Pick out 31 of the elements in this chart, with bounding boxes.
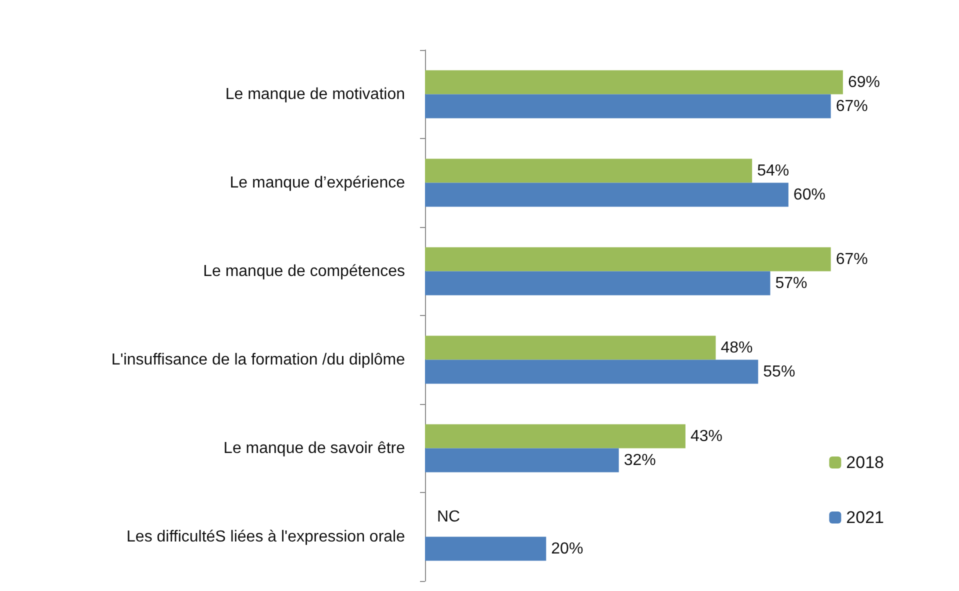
bar: [425, 70, 843, 94]
bar: [425, 448, 619, 472]
data-label: 55%: [763, 363, 796, 380]
legend-label: 2018: [846, 453, 884, 472]
data-label: 57%: [775, 274, 808, 292]
bar: [425, 271, 770, 296]
data-label: 54%: [757, 162, 790, 180]
data-label: 67%: [836, 98, 868, 115]
legend-label: 2021: [846, 508, 884, 527]
bar: [425, 536, 546, 561]
data-label: 32%: [624, 452, 656, 469]
text: NC: [437, 508, 460, 526]
data-label: 60%: [793, 186, 826, 204]
y-tick-label: Le manque de compétences: [203, 262, 405, 280]
bar: [425, 247, 831, 272]
bar: [425, 336, 716, 360]
data-label: 69%: [848, 74, 880, 91]
data-label: 43%: [690, 428, 722, 445]
y-tick-label: Les difficultéS liées à l'expression orale: [126, 528, 406, 546]
data-label: 67%: [836, 250, 868, 268]
bar: [425, 94, 831, 118]
bar: [425, 182, 788, 207]
y-tick-label: Le manque de motivation: [225, 86, 405, 103]
y-tick-label: Le manque d’expérience: [230, 174, 406, 192]
data-label: 48%: [720, 339, 753, 356]
bar: [425, 360, 758, 384]
bar: [425, 424, 686, 448]
y-tick-label: Le manque de savoir être: [224, 440, 406, 457]
y-tick-label: L'insuffisance de la formation /du diplôme: [111, 351, 406, 368]
data-label: 20%: [551, 540, 584, 558]
bar: [425, 158, 752, 183]
